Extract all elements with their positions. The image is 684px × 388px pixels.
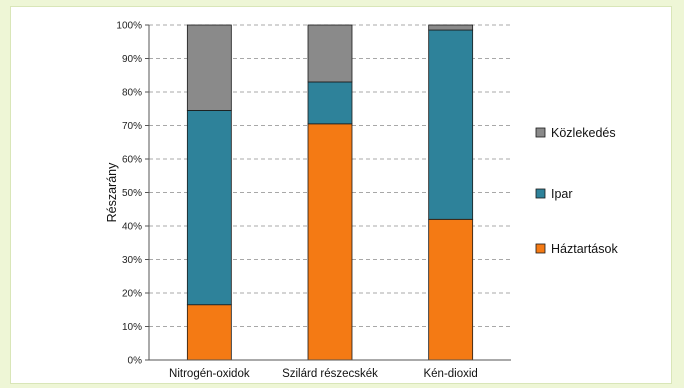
bar-segment xyxy=(307,81,353,125)
bar-segment xyxy=(186,24,232,111)
bars xyxy=(186,24,474,361)
legend-swatch xyxy=(535,127,546,138)
legend-label: Háztartások xyxy=(551,242,618,256)
y-tick-label: 40% xyxy=(122,222,142,233)
bar-segment xyxy=(428,24,474,31)
y-tick-label: 60% xyxy=(122,155,142,166)
bar-segment xyxy=(186,110,232,306)
y-axis-ticks: 0% 10% 20% 30% 40% 50% 60% 70% 80% 90% 100% xyxy=(116,21,142,367)
legend: Közlekedés Ipar Háztartások xyxy=(535,126,618,256)
y-tick-label: 10% xyxy=(122,322,142,333)
bar-segment xyxy=(428,29,474,220)
y-axis-title: Részarány xyxy=(105,162,119,222)
chart-frame: 0% 10% 20% 30% 40% 50% 60% 70% 80% 90% 100% Nitrog… xyxy=(10,6,672,384)
axes xyxy=(145,24,511,361)
legend-swatch xyxy=(535,243,546,254)
x-category-label: Kén-dioxid xyxy=(423,368,477,380)
legend-label: Ipar xyxy=(551,187,573,201)
y-tick-label: 100% xyxy=(116,21,142,32)
bar-segment xyxy=(307,123,353,361)
y-tick-label: 20% xyxy=(122,289,142,300)
y-tick-label: 90% xyxy=(122,54,142,65)
bar-segment xyxy=(428,218,474,361)
y-tick-label: 80% xyxy=(122,88,142,99)
y-tick-label: 0% xyxy=(128,356,143,367)
bar-segment xyxy=(307,24,353,83)
legend-swatch xyxy=(535,188,546,199)
x-category-label: Szilárd részecskék xyxy=(282,368,378,380)
x-axis-labels: Nitrogén-oxidok Szilárd részecskék Kén-dio… xyxy=(169,368,478,380)
y-tick-label: 50% xyxy=(122,188,142,199)
legend-label: Közlekedés xyxy=(551,126,616,140)
stacked-bar-chart: 0% 10% 20% 30% 40% 50% 60% 70% 80% 90% 100% Nitrog… xyxy=(105,21,618,381)
x-category-label: Nitrogén-oxidok xyxy=(169,368,250,380)
y-tick-label: 70% xyxy=(122,121,142,132)
y-tick-label: 30% xyxy=(122,255,142,266)
bar-segment xyxy=(186,304,232,361)
